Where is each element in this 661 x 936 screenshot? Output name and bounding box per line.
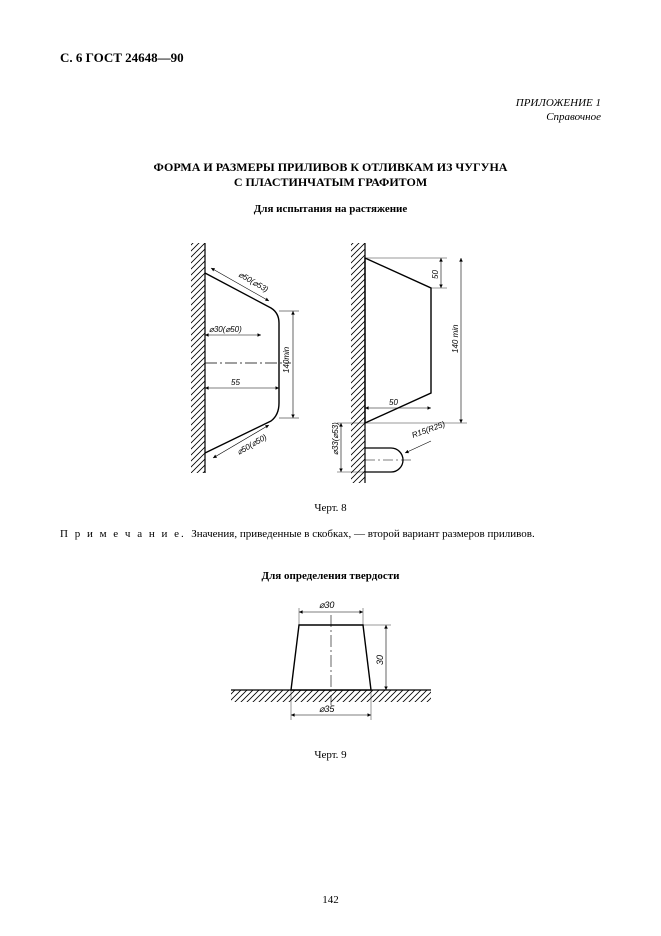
- note-line: П р и м е ч а н и е. Значения, приведенн…: [60, 528, 601, 540]
- section-a-subtitle: Для испытания на растяжение: [60, 203, 601, 215]
- fig8-left-h-dim: 140min: [282, 346, 291, 373]
- note-text: Значения, приведенные в скобках, — второ…: [191, 528, 534, 540]
- figure-9-caption: Черт. 9: [60, 749, 601, 761]
- note-label: П р и м е ч а н и е.: [60, 528, 186, 540]
- fig8-right-top-h: 50: [431, 269, 440, 278]
- section-b-subtitle: Для определения твердости: [60, 570, 601, 582]
- fig8-left-top-dim: ⌀50(⌀53): [237, 270, 270, 294]
- fig8-right-d-dim: ⌀33(⌀53): [331, 422, 340, 455]
- appendix-sub: Справочное: [60, 110, 601, 124]
- main-title-line2: С ПЛАСТИНЧАТЫМ ГРАФИТОМ: [234, 175, 427, 189]
- fig8-right-view: 50 140 min 50 ⌀33(⌀53) R15(R25): [331, 243, 467, 483]
- fig9-h-dim: 30: [375, 655, 385, 665]
- fig8-right-r-dim: R15(R25): [410, 419, 446, 439]
- fig8-right-base-x: 50: [389, 398, 398, 407]
- fig8-right-total-h: 140 min: [451, 324, 460, 353]
- figure-9-container: ⌀30 ⌀35 30 Черт. 9: [60, 590, 601, 761]
- fig9-bottom-dim: ⌀35: [319, 704, 335, 714]
- figure-8-caption: Черт. 8: [60, 502, 601, 514]
- fig8-left-base-dim: 55: [231, 378, 240, 387]
- main-title-line1: ФОРМА И РАЗМЕРЫ ПРИЛИВОВ К ОТЛИВКАМ ИЗ Ч…: [154, 160, 508, 174]
- page-header: С. 6 ГОСТ 24648—90: [60, 50, 601, 66]
- main-title: ФОРМА И РАЗМЕРЫ ПРИЛИВОВ К ОТЛИВКАМ ИЗ Ч…: [60, 160, 601, 191]
- figure-9-svg: ⌀30 ⌀35 30: [221, 590, 441, 740]
- page-number: 142: [0, 894, 661, 906]
- fig8-left-mid-dim: ⌀30(⌀50): [209, 325, 242, 334]
- figure-8-container: ⌀50(⌀53) ⌀30(⌀50) 140min 55 ⌀50(⌀50): [60, 223, 601, 514]
- fig8-left-view: ⌀50(⌀53) ⌀30(⌀50) 140min 55 ⌀50(⌀50): [191, 243, 299, 473]
- appendix-block: ПРИЛОЖЕНИЕ 1 Справочное: [60, 96, 601, 125]
- fig9-top-dim: ⌀30: [319, 600, 334, 610]
- appendix-title: ПРИЛОЖЕНИЕ 1: [60, 96, 601, 110]
- figure-8-svg: ⌀50(⌀53) ⌀30(⌀50) 140min 55 ⌀50(⌀50): [171, 223, 491, 493]
